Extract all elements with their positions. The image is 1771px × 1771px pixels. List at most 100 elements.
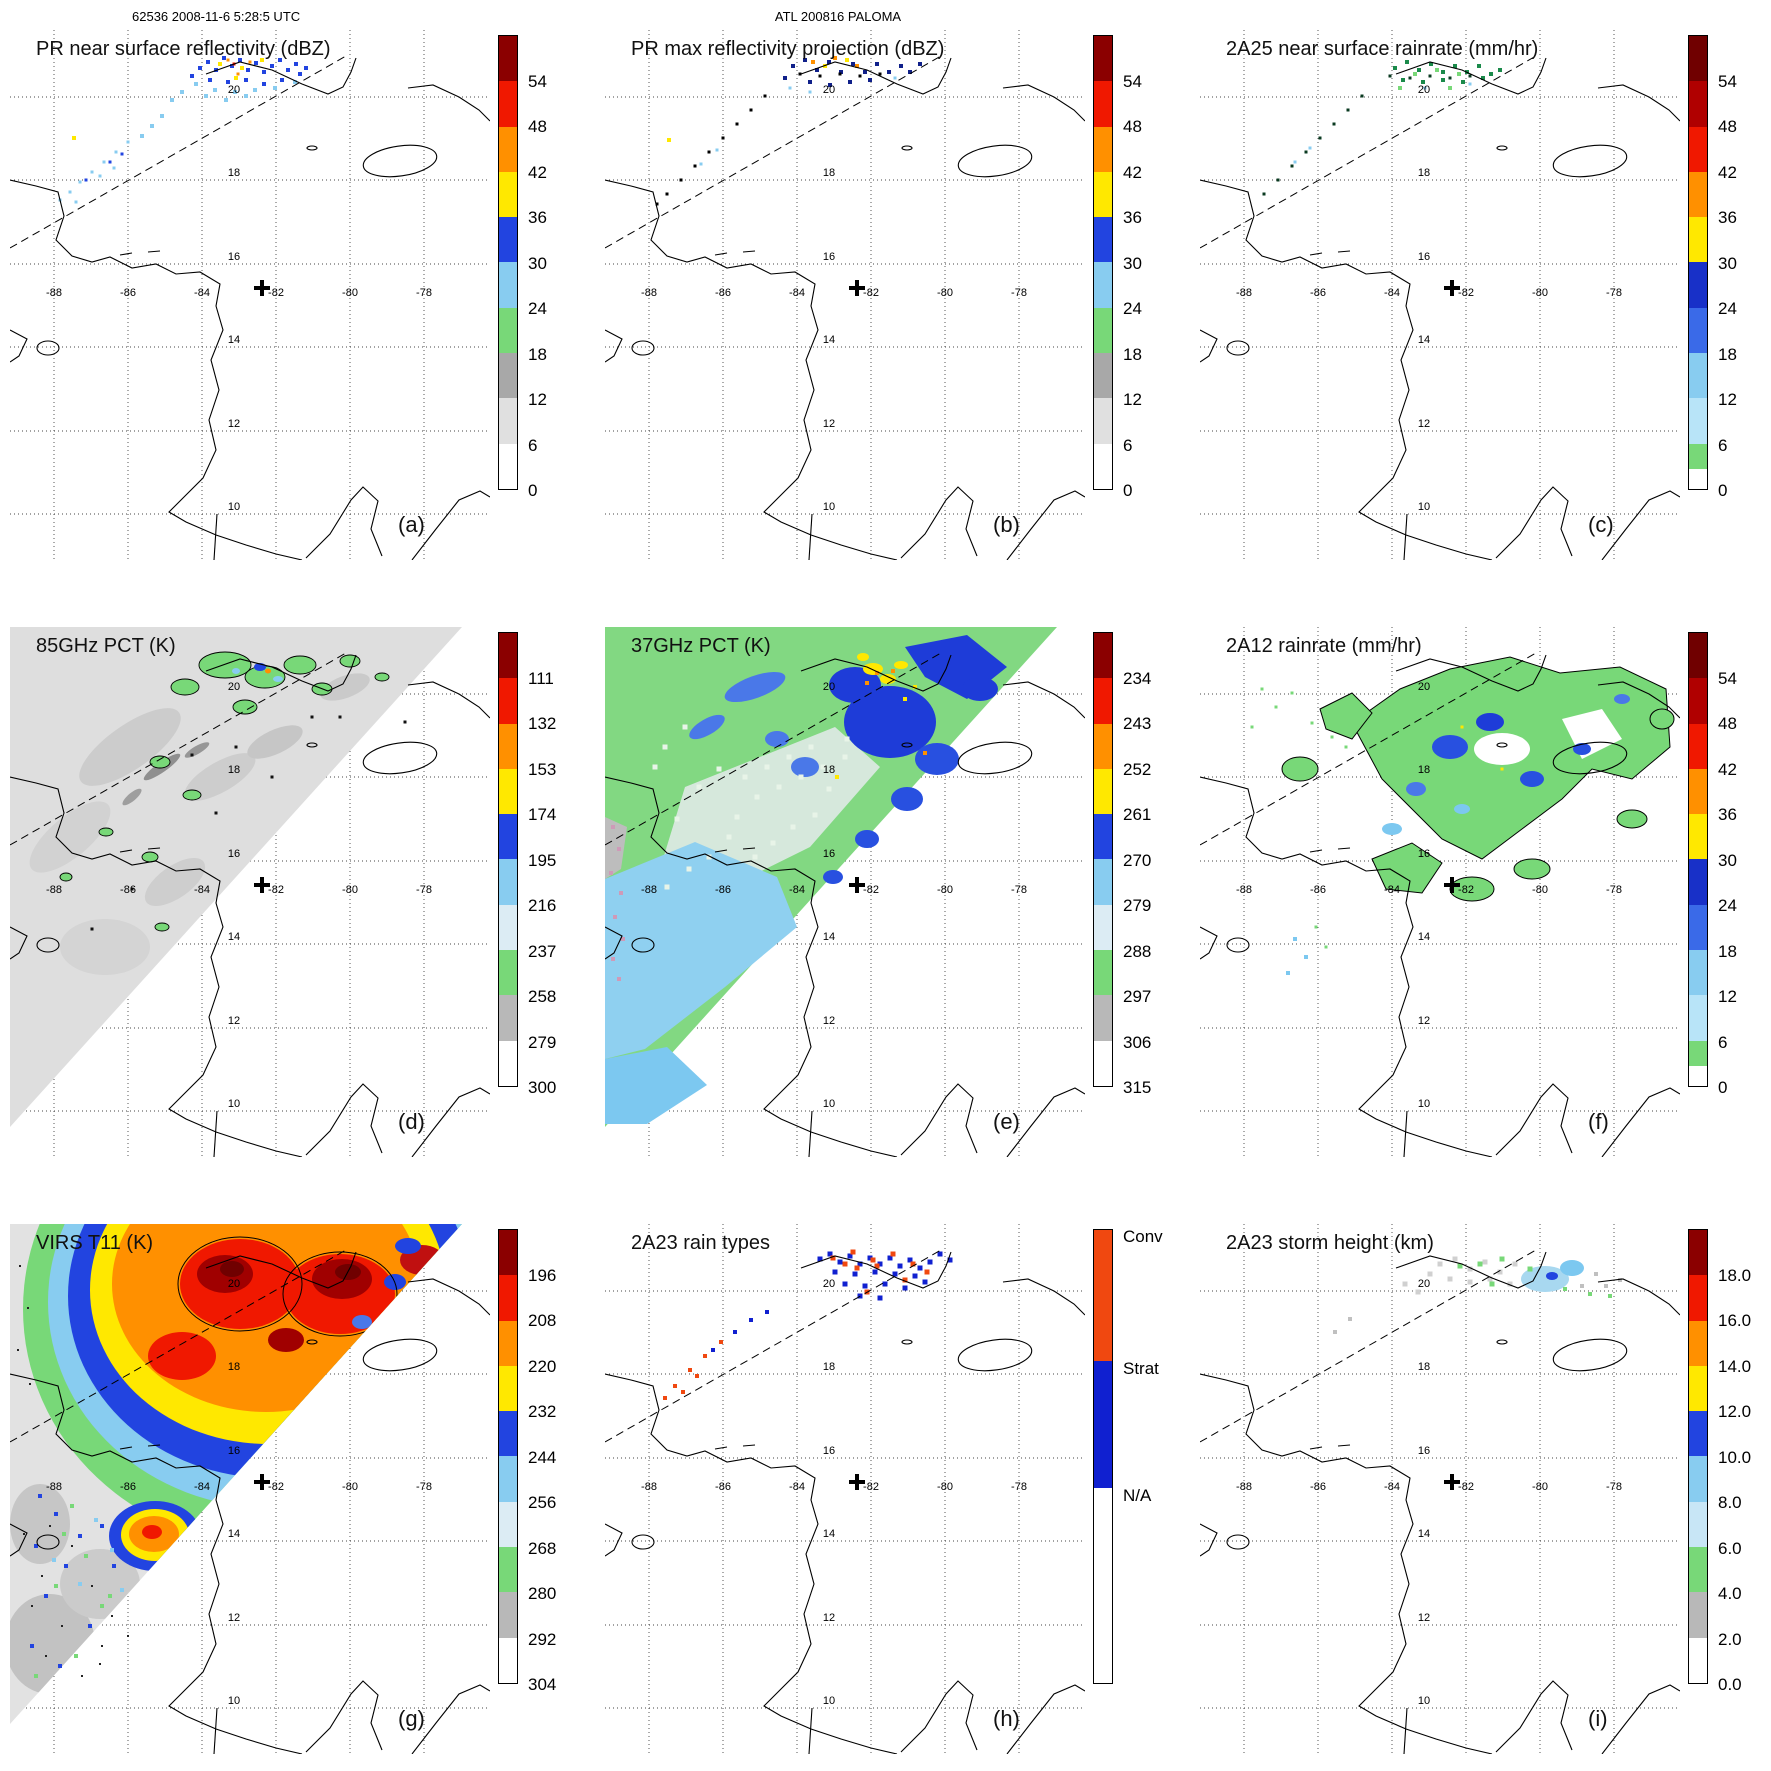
lat-label: 18: [1418, 167, 1430, 179]
lon-label: -82: [1458, 1481, 1474, 1493]
lon-label: -80: [1532, 1481, 1548, 1493]
lat-label: 12: [228, 418, 240, 430]
panel-letter-g: (g): [398, 1706, 425, 1731]
coastlines: [1200, 57, 1680, 560]
lat-label: 10: [228, 501, 240, 513]
colorbar-tick-label: 18: [528, 344, 547, 364]
colorbar-tick-label: 153: [528, 759, 557, 779]
lon-label: -78: [416, 1481, 432, 1493]
colorbar-bar: [498, 632, 518, 1087]
colorbar-tick-label: 30: [1718, 253, 1737, 273]
colorbar-tick-label: 12: [1718, 390, 1737, 409]
lat-label: 16: [228, 848, 240, 860]
lat-label: 20: [1418, 681, 1430, 693]
lon-label: -80: [937, 884, 953, 896]
grid-labels: -88 -86 -84 -82 -80 -78 20 18 16 14 12 10: [641, 681, 1027, 1110]
storm-center-cross: [254, 280, 270, 296]
cayman-island: [1496, 145, 1508, 151]
cayman-island: [1496, 742, 1508, 748]
panel-letter-c: (c): [1588, 512, 1614, 537]
colorbar-tick-label: 12: [528, 390, 547, 409]
colorbar-a: 54 48 42 36 30 24 18 12 6 0: [498, 35, 580, 500]
lon-label: -82: [863, 884, 879, 896]
cayman-island: [306, 1339, 318, 1345]
lon-label: -80: [342, 287, 358, 299]
colorbar-tick-label: 30: [1123, 253, 1142, 273]
colorbar-tick-label: 24: [1123, 299, 1142, 318]
lat-label: 10: [228, 1695, 240, 1707]
colorbar-tick-label: 279: [1123, 896, 1152, 915]
colorbar-tick-label: 196: [528, 1265, 557, 1285]
storm-center-cross: [1444, 877, 1460, 893]
colorbar-h: Conv Strat N/A: [1093, 1227, 1175, 1689]
panel-title-f: 2A12 rainrate (mm/hr): [1226, 635, 1422, 657]
colorbar-bar: [1093, 35, 1113, 490]
colorbar-category-label: Strat: [1123, 1358, 1159, 1378]
grid-labels: -88 -86 -84 -82 -80 -78 20 18 16 14 12 10: [46, 84, 432, 513]
lon-label: -78: [1606, 884, 1622, 896]
lon-label: -80: [342, 884, 358, 896]
colorbar-bar: [1688, 35, 1708, 490]
colorbar-tick-label: 16.0: [1718, 1311, 1752, 1330]
lake-outline: [631, 937, 655, 953]
lon-label: -84: [1384, 884, 1400, 896]
jamaica-coast: [1552, 144, 1628, 178]
jamaica-coast: [1552, 741, 1628, 775]
colorbar-tick-label: 0: [1718, 481, 1728, 500]
lat-label: 20: [823, 84, 835, 96]
lake-outline: [36, 937, 60, 953]
colorbar-tick-label: 48: [1718, 714, 1737, 733]
colorbar-tick-label: 54: [1718, 668, 1737, 688]
swath-edge-dashed-line: [605, 55, 942, 249]
panel-letter-b: (b): [993, 512, 1020, 537]
lon-label: -78: [1011, 884, 1027, 896]
swath-edge-dashed-line: [1200, 55, 1537, 249]
panel-row-3: -88 -86 -84 -82 -80 -78 20 18 16 14 12 10 VIRS T11 …: [0, 1224, 1771, 1754]
colorbar-tick-label: 216: [528, 896, 557, 915]
panel-title-c: 2A25 near surface rainrate (mm/hr): [1226, 38, 1539, 60]
map-a: -88 -86 -84 -82 -80 -78 20 18 16 14 12 10: [10, 30, 490, 560]
colorbar-tick-label: 132: [528, 714, 557, 733]
lat-label: 12: [228, 1015, 240, 1027]
colorbar-tick-label: 270: [1123, 850, 1152, 870]
lon-label: -82: [1458, 884, 1474, 896]
jamaica-coast: [1552, 1338, 1628, 1372]
colorbar-tick-label: 2.0: [1718, 1629, 1742, 1649]
panel-b: -88 -86 -84 -82 -80 -78 20 18 16 14 12 10 PR max re…: [605, 30, 1175, 560]
colorbar-tick-label: 243: [1123, 714, 1152, 733]
colorbar-tick-label: 6.0: [1718, 1538, 1742, 1558]
colorbar-g: 196 208 220 232 244 256 268 280 292 304: [498, 1229, 580, 1694]
colorbar-tick-label: 304: [528, 1675, 557, 1694]
panel-title-b: PR max reflectivity projection (dBZ): [631, 38, 945, 60]
colorbar-tick-label: 12.0: [1718, 1402, 1752, 1421]
colorbar-tick-label: 24: [528, 299, 547, 318]
storm-center-cross: [1444, 280, 1460, 296]
coastlines: [1200, 1251, 1680, 1754]
lat-label: 10: [823, 1695, 835, 1707]
lat-label: 16: [228, 251, 240, 263]
storm-center-cross: [254, 1474, 270, 1490]
colorbar-tick-label: 48: [1123, 117, 1142, 136]
colorbar-tick-label: 292: [528, 1629, 557, 1649]
colorbar-tick-label: 6: [1718, 435, 1728, 455]
lon-label: -80: [937, 1481, 953, 1493]
colorbar-tick-label: 4.0: [1718, 1584, 1742, 1603]
lon-label: -84: [194, 287, 210, 299]
lon-label: -80: [937, 287, 953, 299]
lat-label: 14: [228, 931, 240, 943]
lake-outline: [36, 340, 60, 356]
colorbar-bar: [1093, 632, 1113, 1087]
lon-label: -84: [194, 884, 210, 896]
map-h: -88 -86 -84 -82 -80 -78 20 18 16 14 12 10: [605, 1224, 1085, 1754]
lat-label: 10: [1418, 1098, 1430, 1110]
colorbar-i: 18.0 16.0 14.0 12.0 10.0 8.0 6.0 4.0 2.0 0.0: [1688, 1229, 1770, 1694]
cayman-island: [306, 742, 318, 748]
colorbar-tick-label: 42: [1718, 759, 1737, 779]
storm-center-cross: [849, 280, 865, 296]
colorbar-tick-label: 244: [528, 1447, 557, 1467]
lon-label: -88: [1236, 287, 1252, 299]
grid-lines: [1200, 30, 1680, 560]
lon-label: -84: [1384, 287, 1400, 299]
storm-center-cross: [1444, 1474, 1460, 1490]
lat-label: 12: [1418, 1612, 1430, 1624]
